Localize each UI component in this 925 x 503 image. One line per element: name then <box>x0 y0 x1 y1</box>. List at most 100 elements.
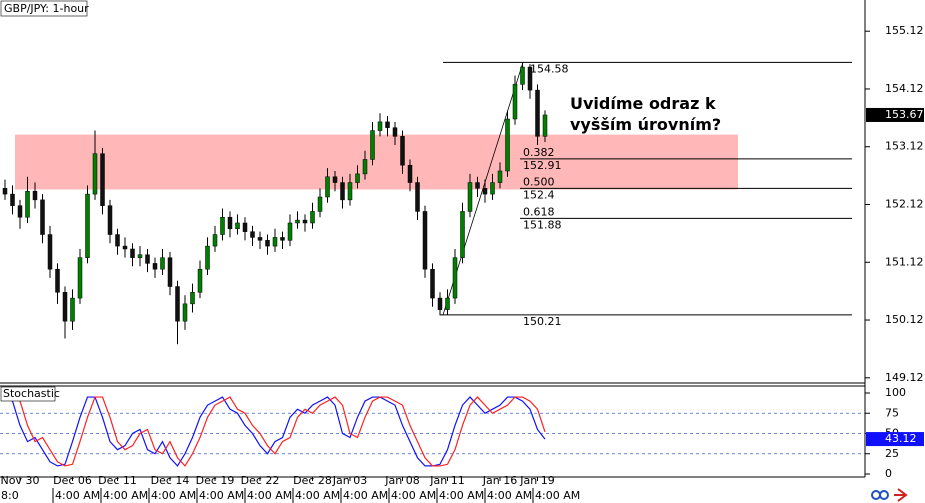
fib-ratio: 0.618 <box>523 205 555 218</box>
stochastic-name-box <box>0 386 56 402</box>
candle <box>370 121 375 166</box>
candle-body <box>242 222 248 232</box>
candle-body <box>385 121 390 128</box>
candle <box>272 228 278 252</box>
candle <box>497 162 503 189</box>
candle <box>70 289 75 330</box>
candle-body <box>287 222 293 241</box>
candle <box>85 185 90 264</box>
candle-body <box>362 159 368 175</box>
x-tick-label: Dec 06 <box>53 474 92 487</box>
fib-ratio: 0.382 <box>523 146 555 159</box>
candle <box>400 130 405 174</box>
candle-body <box>535 89 540 137</box>
candle-body <box>10 193 15 206</box>
candle-body <box>182 303 188 322</box>
candle-body <box>220 216 225 235</box>
stochastic-tick-label: 0 <box>885 467 892 480</box>
x-tick-label: Jan 11 <box>429 474 464 487</box>
candle <box>302 214 308 232</box>
candle-body <box>340 182 345 201</box>
title-box <box>0 0 88 17</box>
footer-icons <box>871 488 908 502</box>
candle-body <box>190 292 195 305</box>
x-tick-label: Jan 19 <box>519 474 554 487</box>
candle-body <box>332 176 338 183</box>
candle <box>107 199 113 244</box>
candle <box>535 84 540 145</box>
candle-body <box>392 127 398 137</box>
candle <box>377 113 383 137</box>
candle-body <box>235 222 240 230</box>
candle-body <box>467 182 473 212</box>
candle-body <box>407 164 413 183</box>
candle-body <box>482 188 488 195</box>
candle <box>55 263 60 304</box>
candle <box>152 257 158 278</box>
candle-body <box>130 248 135 258</box>
candle-body <box>77 257 83 299</box>
time-label: 4:00 AM <box>487 489 532 502</box>
candle-body <box>355 173 360 183</box>
candle-body <box>107 205 113 235</box>
candle <box>197 260 203 299</box>
candle-body <box>32 190 38 201</box>
stochastic-tick-label: 25 <box>885 447 899 460</box>
candle-body <box>497 170 503 183</box>
candle-body <box>205 245 210 270</box>
candle-body <box>310 211 315 224</box>
x-tick-label: Dec 19 <box>196 474 235 487</box>
candle-body <box>115 234 120 247</box>
candle <box>2 179 8 200</box>
candle <box>512 75 518 125</box>
time-label: 4:00 AM <box>439 489 484 502</box>
candle-body <box>137 254 143 258</box>
candle-body <box>122 245 128 250</box>
candle <box>392 121 398 145</box>
candle <box>115 228 120 255</box>
candle-body <box>430 268 435 299</box>
candle <box>385 116 390 137</box>
candle-body <box>265 240 270 247</box>
candle-body <box>527 66 533 91</box>
x-tick-label: Jan 08 <box>384 474 419 487</box>
candle-body <box>437 297 443 310</box>
candle-body <box>85 193 90 258</box>
candle-body <box>512 84 518 120</box>
candle-body <box>40 199 45 235</box>
candle-body <box>250 231 255 238</box>
candle <box>407 159 413 192</box>
y-tick-label: 150.12 <box>885 313 924 326</box>
time-label: 8:0 <box>1 489 19 502</box>
candle <box>355 165 360 189</box>
time-label: 4:00 AM <box>151 489 196 502</box>
swing-high-label: 154.58 <box>530 62 569 75</box>
time-label: 4:00 AM <box>391 489 436 502</box>
last-price-label: 153.67 <box>885 108 924 121</box>
candle <box>17 199 23 229</box>
stochastic-last-box <box>866 432 924 447</box>
candle-body <box>422 211 428 270</box>
candle <box>32 182 38 209</box>
fib-value: 152.4 <box>523 188 555 201</box>
candle <box>280 231 285 249</box>
candle <box>490 173 495 200</box>
y-tick-label: 153.12 <box>885 140 924 153</box>
candle <box>445 289 450 315</box>
time-label: 4:00 AM <box>55 489 100 502</box>
time-label: 4:00 AM <box>199 489 244 502</box>
candle-body <box>47 234 53 270</box>
candle <box>265 234 270 255</box>
candle <box>475 176 480 197</box>
candle-body <box>445 297 450 310</box>
swing-low-label: 150.21 <box>523 315 562 328</box>
candle-body <box>325 176 330 198</box>
candle-body <box>152 263 158 270</box>
candle-body <box>100 153 105 206</box>
y-tick-label: 151.12 <box>885 255 924 268</box>
x-tick-label: Dec 28 <box>293 474 332 487</box>
time-label: 4:00 AM <box>535 489 580 502</box>
stochastic-name: Stochastic <box>3 387 60 400</box>
time-label: 4:00 AM <box>103 489 148 502</box>
